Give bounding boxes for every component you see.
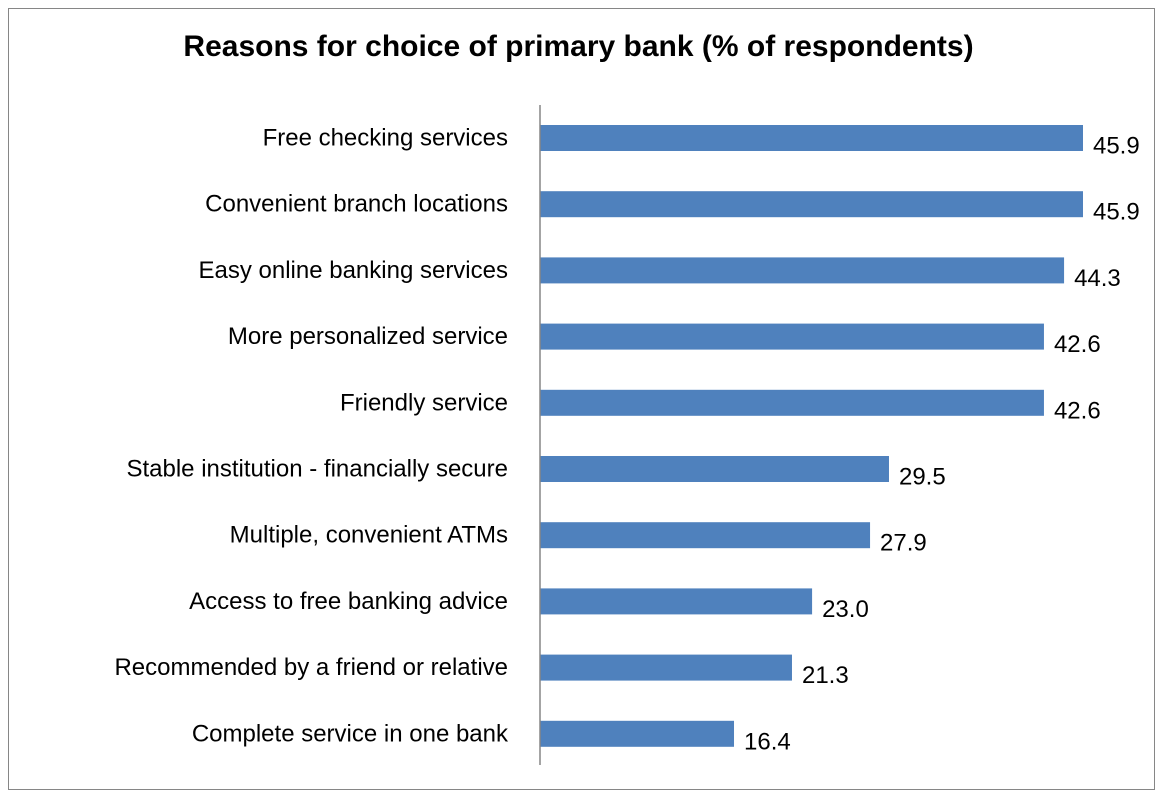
data-label: 45.9: [1093, 199, 1140, 226]
data-label: 21.3: [802, 662, 849, 689]
data-label: 16.4: [744, 728, 791, 755]
category-label: More personalized service: [228, 323, 508, 350]
bar: [540, 720, 735, 747]
bar: [540, 323, 1044, 350]
category-label: Easy online banking services: [198, 257, 508, 284]
category-label: Recommended by a friend or relative: [114, 654, 508, 681]
data-label: 42.6: [1054, 397, 1101, 424]
labels-layer: Free checking services 45.9 Convenient bra…: [114, 125, 1139, 756]
bar: [540, 191, 1083, 218]
category-label: Free checking services: [263, 125, 508, 152]
data-label: 23.0: [822, 596, 869, 623]
bar: [540, 257, 1065, 284]
data-label: 42.6: [1054, 331, 1101, 358]
category-label: Convenient branch locations: [205, 191, 508, 218]
bar: [540, 125, 1083, 151]
bar: [540, 588, 813, 615]
bar: [540, 654, 792, 681]
data-label: 27.9: [880, 530, 927, 557]
data-label: 44.3: [1074, 265, 1121, 292]
category-label: Friendly service: [340, 389, 508, 416]
chart-title: Reasons for choice of primary bank (% of…: [183, 30, 974, 63]
bar: [540, 456, 889, 482]
data-label: 45.9: [1093, 133, 1140, 160]
bar: [540, 389, 1044, 416]
category-label: Multiple, convenient ATMs: [230, 522, 508, 549]
category-label: Complete service in one bank: [192, 720, 509, 747]
bar: [540, 522, 871, 549]
data-label: 29.5: [899, 464, 946, 491]
category-label: Stable institution - financially secure: [126, 456, 508, 483]
category-label: Access to free banking advice: [189, 588, 508, 615]
bars-layer: [540, 125, 1083, 747]
